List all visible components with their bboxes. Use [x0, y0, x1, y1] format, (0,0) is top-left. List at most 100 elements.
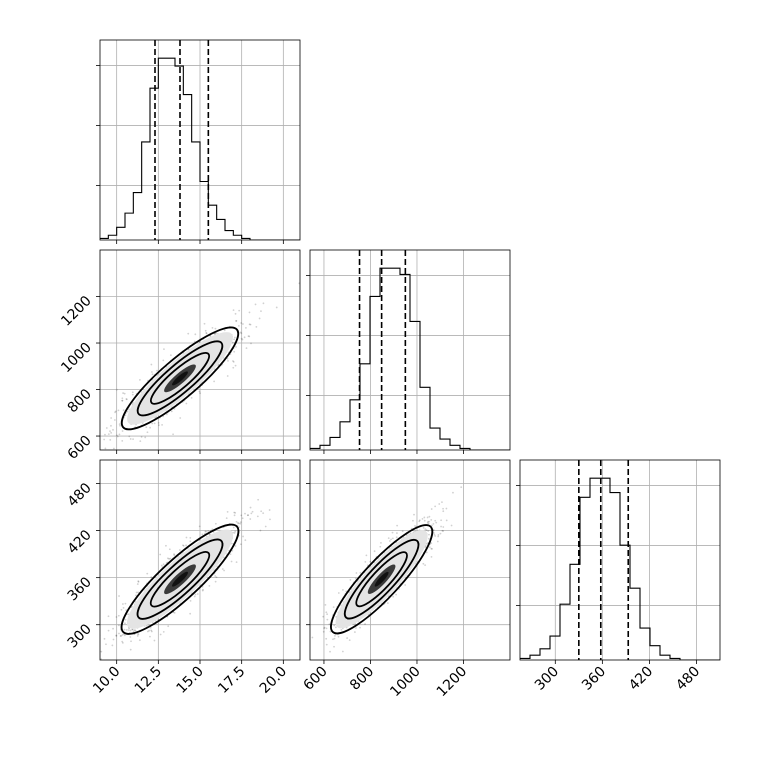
scatter-point	[136, 632, 139, 635]
scatter-point	[172, 433, 174, 436]
scatter-point	[428, 533, 430, 536]
scatter-point	[117, 614, 120, 617]
scatter-point	[428, 520, 431, 523]
scatter-point	[233, 514, 236, 517]
scatter-point	[412, 519, 414, 522]
scatter-point	[341, 650, 344, 653]
histogram-step-line	[100, 57, 300, 240]
scatter-point	[125, 398, 128, 400]
scatter-point	[379, 545, 382, 548]
scatter-point	[234, 364, 237, 367]
scatter-point	[103, 637, 106, 640]
scatter-point	[355, 572, 358, 574]
scatter-point	[179, 417, 182, 419]
scatter-point	[233, 532, 236, 534]
scatter-point	[427, 520, 429, 523]
scatter-point	[148, 629, 150, 632]
scatter-point	[422, 562, 425, 565]
scatter-point	[185, 402, 188, 405]
scatter-point	[139, 440, 142, 443]
histogram-panel-0	[96, 39, 301, 244]
scatter-point	[433, 533, 436, 536]
scatter-point	[262, 302, 265, 305]
scatter-point	[132, 401, 134, 404]
y-tick-label: 420	[65, 527, 95, 557]
scatter-point	[128, 435, 131, 438]
scatter-point	[238, 309, 241, 312]
scatter-point	[390, 538, 393, 541]
scatter-point	[128, 408, 130, 411]
scatter-point	[100, 650, 103, 653]
scatter-point	[241, 338, 244, 341]
scatter-point	[104, 447, 107, 450]
scatter-point	[303, 636, 305, 638]
scatter-point	[421, 517, 424, 520]
y-tick-label: 300	[65, 621, 95, 651]
scatter-point	[426, 521, 429, 524]
scatter-point	[167, 625, 170, 628]
scatter-point	[326, 613, 329, 616]
scatter-point	[105, 643, 107, 646]
scatter-point	[232, 366, 235, 369]
scatter-point	[118, 423, 121, 426]
scatter-point	[121, 399, 124, 402]
scatter-point	[194, 333, 197, 336]
scatter-point	[129, 636, 132, 638]
scatter-point	[234, 312, 237, 315]
scatter-point	[189, 536, 192, 539]
scatter-point	[249, 518, 252, 520]
density-contour	[343, 538, 420, 620]
scatter-point	[309, 662, 311, 664]
scatter-point	[137, 580, 140, 583]
scatter-point	[116, 435, 119, 438]
scatter-point	[322, 630, 325, 633]
scatter-point	[240, 337, 243, 340]
scatter-point	[136, 583, 139, 585]
scatter-point	[414, 525, 416, 527]
scatter-point	[333, 637, 336, 640]
scatter-point	[150, 629, 153, 632]
scatter-point	[322, 615, 325, 618]
scatter-point	[162, 359, 165, 362]
scatter-point	[120, 608, 123, 611]
scatter-point	[145, 624, 148, 627]
scatter-point	[223, 556, 225, 559]
scatter-point	[168, 558, 170, 560]
scatter-point	[258, 317, 261, 320]
scatter-point	[424, 546, 427, 549]
scatter-point	[386, 602, 389, 604]
scatter-point	[126, 410, 129, 413]
scatter-point	[110, 424, 112, 427]
scatter-point	[204, 329, 207, 332]
scatter-point	[392, 595, 395, 598]
scatter-point	[234, 530, 237, 533]
scatter-point	[112, 428, 114, 431]
scatter-point	[332, 606, 335, 609]
scatter-point	[153, 422, 156, 425]
scatter-point	[423, 516, 426, 519]
scatter-point	[119, 635, 122, 637]
scatter-point	[205, 530, 208, 533]
scatter-point	[431, 524, 433, 527]
scatter-point	[117, 409, 120, 412]
scatter-point	[231, 341, 234, 344]
scatter-point	[325, 611, 328, 614]
scatter-point	[364, 560, 367, 563]
scatter-point	[214, 522, 217, 525]
scatter-point	[231, 549, 234, 552]
scatter-point	[442, 526, 445, 528]
scatter-point	[260, 310, 262, 313]
scatter-point	[297, 647, 299, 649]
scatter-point	[240, 332, 243, 335]
scatter-point	[311, 636, 314, 639]
scatter-point	[325, 627, 328, 630]
scatter-point	[144, 436, 147, 439]
scatter-point	[178, 549, 181, 551]
scatter-point	[239, 522, 242, 525]
scatter-point	[123, 392, 126, 395]
scatter-point	[221, 568, 224, 570]
scatter-point	[89, 667, 91, 669]
scatter-point	[450, 524, 453, 527]
scatter-point	[391, 531, 394, 534]
